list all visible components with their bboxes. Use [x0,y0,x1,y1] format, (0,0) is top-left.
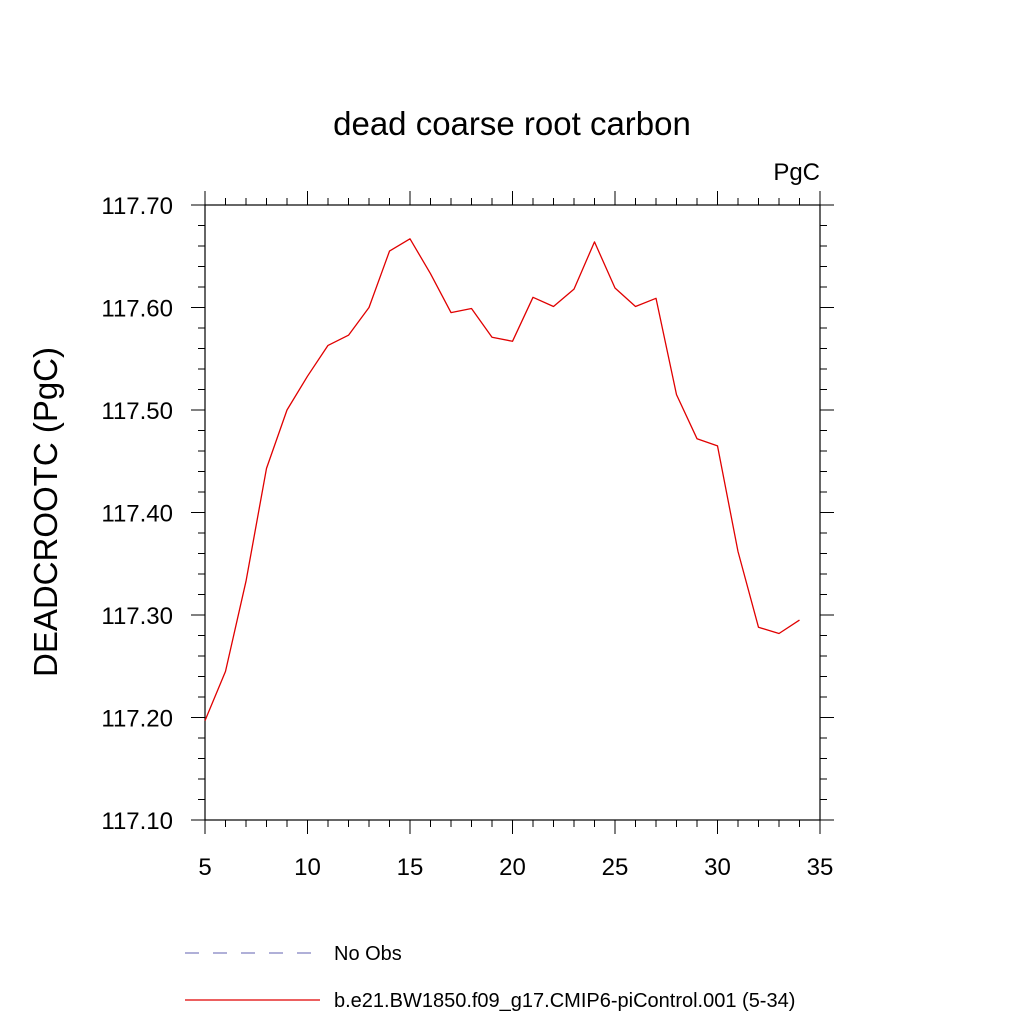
y-tick-label: 117.50 [101,398,173,425]
x-tick-labels: 5 10 15 20 25 30 35 [198,854,833,881]
minor-ticks [198,198,827,827]
x-tick-label: 10 [294,854,321,881]
plot-frame [204,204,821,821]
y-tick-labels: 117.10 117.20 117.30 117.40 117.50 117.60 117.… [101,193,173,835]
y-axis-label: DEADCROOTC (PgC) [27,347,64,677]
y-tick-label: 117.60 [101,296,173,323]
x-tick-label: 35 [807,854,834,881]
legend-label-series: b.e21.BW1850.f09_g17.CMIP6-piControl.001… [334,990,795,1012]
x-tick-label: 20 [499,854,526,881]
x-tick-label: 25 [602,854,629,881]
y-tick-label: 117.20 [101,706,173,733]
legend-label-no-obs: No Obs [334,943,402,965]
major-ticks [191,191,834,834]
series-line [204,238,800,721]
legend: No Obs b.e21.BW1850.f09_g17.CMIP6-piCont… [185,943,795,1012]
y-tick-label: 117.70 [101,193,173,220]
x-tick-label: 5 [198,854,211,881]
series-layer [204,238,800,721]
y-tick-label: 117.10 [101,808,173,835]
y-tick-label: 117.30 [101,603,173,630]
y-tick-label: 117.40 [101,501,173,528]
x-tick-label: 30 [704,854,731,881]
chart-title: dead coarse root carbon [333,105,691,142]
units-label: PgC [773,159,820,186]
x-tick-label: 15 [397,854,424,881]
